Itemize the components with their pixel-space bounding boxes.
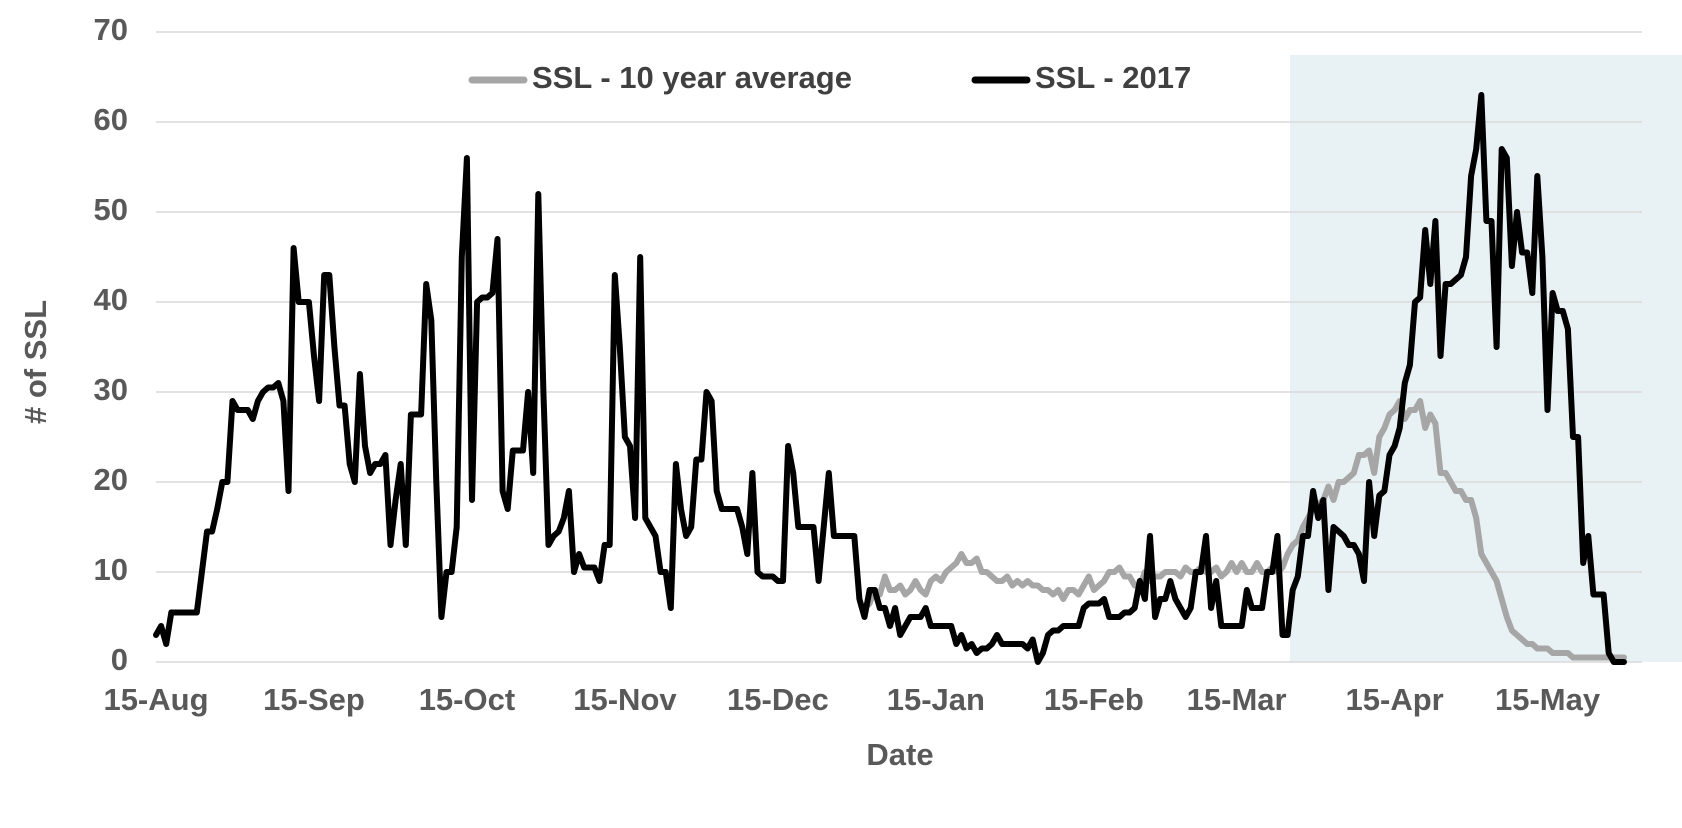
x-tick-label: 15-Feb <box>1044 682 1144 717</box>
x-tick-label: 15-Sep <box>263 682 365 717</box>
x-tick-label: 15-Oct <box>419 682 515 717</box>
data-line <box>861 398 1627 661</box>
x-tick-label: 15-Aug <box>103 682 208 717</box>
y-tick-label: 70 <box>94 12 128 47</box>
y-tick-label: 60 <box>94 102 128 137</box>
x-tick-label: 15-Nov <box>573 682 677 717</box>
x-tick-label: 15-Apr <box>1346 682 1444 717</box>
x-tick-label: 15-May <box>1495 682 1601 717</box>
data-line <box>153 92 1627 665</box>
y-tick-label: 20 <box>94 462 128 497</box>
x-tick-label: 15-Dec <box>727 682 829 717</box>
x-tick-label: 15-Jan <box>887 682 985 717</box>
legend-label: SSL - 10 year average <box>532 60 852 95</box>
y-tick-label: 10 <box>94 552 128 587</box>
y-tick-label: 50 <box>94 192 128 227</box>
legend-label: SSL - 2017 <box>1035 60 1191 95</box>
y-tick-label: 30 <box>94 372 128 407</box>
y-axis-title: # of SSL <box>18 300 53 424</box>
y-tick-label: 0 <box>111 642 128 677</box>
x-tick-label: 15-Mar <box>1187 682 1287 717</box>
y-tick-label: 40 <box>94 282 128 317</box>
x-axis-title: Date <box>866 737 933 772</box>
